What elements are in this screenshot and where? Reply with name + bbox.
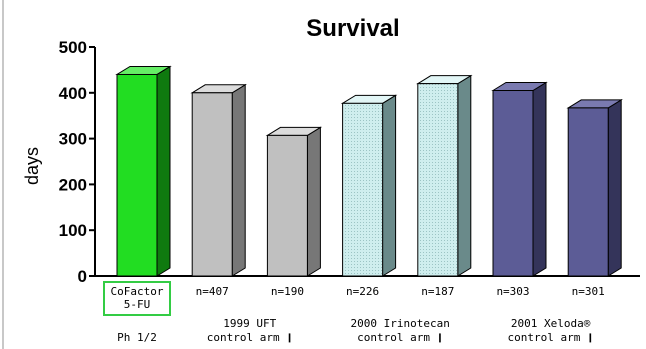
category-label: n=190 [271,285,304,298]
bar-2 [265,126,323,277]
bar-side [156,65,171,277]
group-label: control arm ❙ [207,331,293,344]
bar-side [382,94,397,277]
bar-front [417,83,459,277]
y-axis-label: days [22,147,42,185]
bar-front [342,102,384,277]
bar-6 [566,99,623,277]
bar-front [116,73,158,277]
y-tick-label-100: 100 [59,221,87,240]
bar-side [306,126,321,277]
bar-side [532,81,547,277]
bar-3 [340,94,398,277]
category-label: n=226 [346,285,379,298]
group-label: control arm ❙ [357,331,443,344]
bar-side [607,99,622,277]
y-tick-label-300: 300 [59,130,87,149]
bar-5 [491,81,548,277]
category-label: 5-FU [124,298,151,311]
bar-side [457,74,472,277]
y-tick-label-500: 500 [59,38,87,57]
chart-title: Survival [306,15,399,42]
category-label: n=301 [572,285,605,298]
axis-layer: 0 100 200 300 400 500 [59,38,640,286]
bar-1 [190,83,247,277]
y-tick-label-200: 200 [59,175,87,194]
bar-front [492,90,534,277]
group-label: 2000 Irinotecan [351,317,450,330]
category-label: n=187 [421,285,454,298]
group-label: 1999 UFT [223,317,276,330]
category-label: n=303 [496,285,529,298]
group-label: control arm ❙ [508,331,594,344]
y-tick-label-0: 0 [78,267,87,286]
bars-layer [115,65,623,277]
bar-4 [416,74,473,277]
highlight-box [103,281,171,316]
left-border [2,0,4,349]
y-tick-label-400: 400 [59,84,87,103]
bar-side [231,83,246,277]
group-label: 2001 Xeloda® [511,317,591,330]
bar-front [567,107,609,277]
category-label: CoFactor [111,285,164,298]
bar-front [191,92,233,277]
bar-front [266,134,308,277]
group-label: Ph 1/2 [117,331,157,344]
category-label: n=407 [196,285,229,298]
bar-0 [115,65,172,277]
